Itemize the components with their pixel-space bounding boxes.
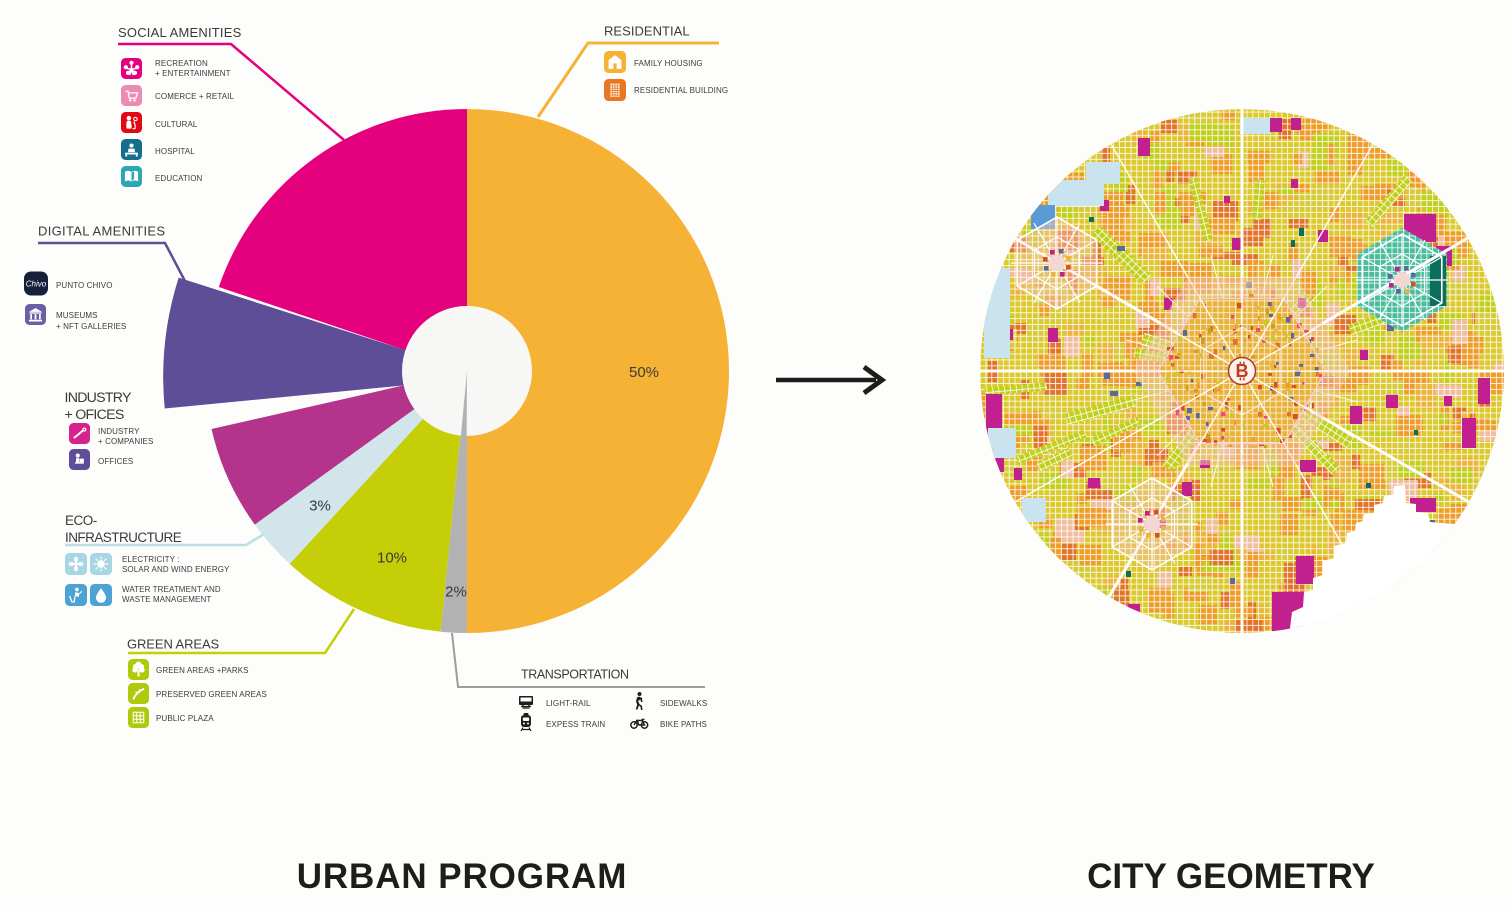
svg-text:GREEN AREAS +PARKS: GREEN AREAS +PARKS (156, 666, 249, 675)
svg-text:OFFICES: OFFICES (98, 457, 133, 466)
svg-text:EDUCATION: EDUCATION (155, 174, 203, 183)
svg-text:+ ENTERTAINMENT: + ENTERTAINMENT (155, 69, 231, 78)
svg-text:WATER TREATMENT AND: WATER TREATMENT AND (122, 585, 221, 594)
svg-text:SOCIAL AMENITIES: SOCIAL AMENITIES (118, 25, 242, 40)
svg-text:CITY GEOMETRY: CITY GEOMETRY (1087, 857, 1375, 896)
svg-text:MUSEUMS: MUSEUMS (56, 311, 98, 320)
svg-text:CULTURAL: CULTURAL (155, 120, 198, 129)
svg-text:3%: 3% (309, 498, 331, 515)
svg-text:LIGHT-RAIL: LIGHT-RAIL (546, 699, 591, 708)
svg-text:COMERCE + RETAIL: COMERCE + RETAIL (155, 92, 234, 101)
svg-text:INDUSTRY: INDUSTRY (98, 427, 140, 436)
svg-text:Chivo: Chivo (26, 280, 47, 289)
svg-text:HOSPITAL: HOSPITAL (155, 147, 195, 156)
svg-text:SIDEWALKS: SIDEWALKS (660, 699, 707, 708)
svg-text:+ OFICES: + OFICES (65, 407, 124, 423)
svg-text:INDUSTRY: INDUSTRY (65, 390, 133, 406)
svg-text:GREEN AREAS: GREEN AREAS (127, 637, 220, 652)
svg-text:PUBLIC PLAZA: PUBLIC PLAZA (156, 714, 214, 723)
svg-text:PUNTO CHIVO: PUNTO CHIVO (56, 281, 113, 290)
svg-text:WASTE MANAGEMENT: WASTE MANAGEMENT (122, 595, 211, 604)
svg-text:+ COMPANIES: + COMPANIES (98, 437, 153, 446)
svg-text:BIKE PATHS: BIKE PATHS (660, 720, 707, 729)
svg-text:URBAN PROGRAM: URBAN PROGRAM (297, 857, 628, 896)
svg-text:PRESERVED GREEN AREAS: PRESERVED GREEN AREAS (156, 690, 267, 699)
svg-text:FAMILY HOUSING: FAMILY HOUSING (634, 59, 703, 68)
svg-text:TRANSPORTATION: TRANSPORTATION (521, 668, 629, 682)
svg-text:RESIDENTIAL BUILDING: RESIDENTIAL BUILDING (634, 86, 728, 95)
svg-text:SOLAR AND WIND ENERGY: SOLAR AND WIND ENERGY (122, 565, 230, 574)
svg-text:2%: 2% (445, 584, 467, 601)
svg-text:RECREATION: RECREATION (155, 59, 208, 68)
svg-text:INFRASTRUCTURE: INFRASTRUCTURE (65, 530, 182, 545)
svg-text:ECO-: ECO- (65, 513, 97, 528)
svg-text:DIGITAL AMENITIES: DIGITAL AMENITIES (38, 224, 165, 239)
svg-text:+ NFT GALLERIES: + NFT GALLERIES (56, 322, 127, 331)
svg-text:10%: 10% (377, 550, 407, 567)
svg-text:B: B (1236, 361, 1249, 381)
svg-text:ELECTRICITY :: ELECTRICITY : (122, 555, 180, 564)
svg-text:EXPESS TRAIN: EXPESS TRAIN (546, 720, 605, 729)
svg-text:50%: 50% (629, 364, 659, 381)
svg-text:RESIDENTIAL: RESIDENTIAL (604, 24, 690, 39)
